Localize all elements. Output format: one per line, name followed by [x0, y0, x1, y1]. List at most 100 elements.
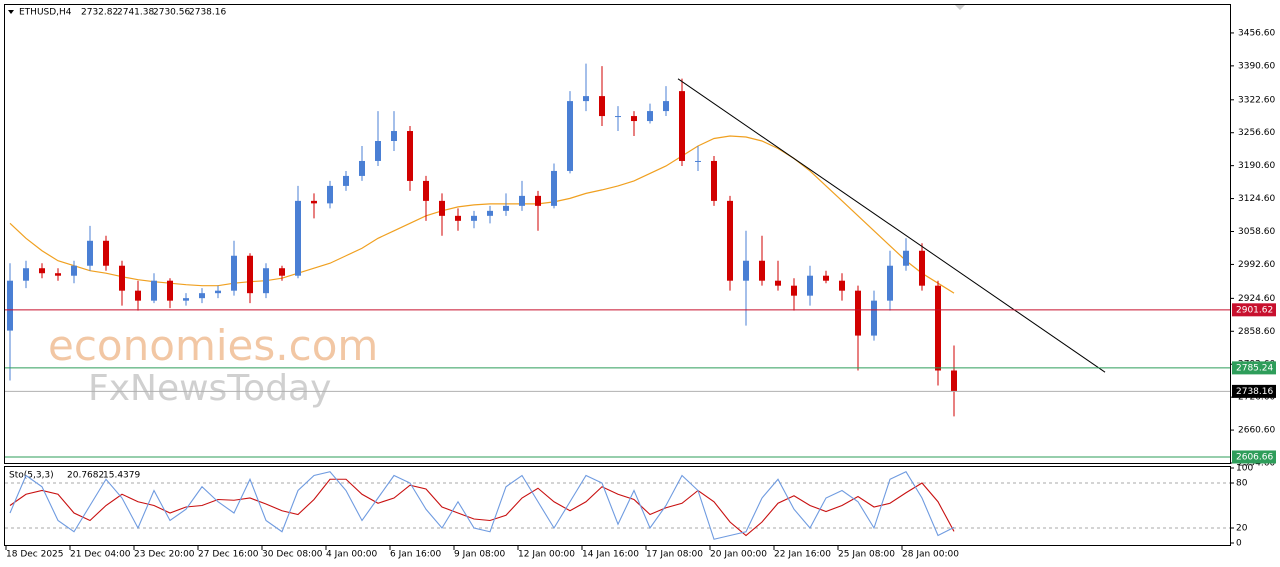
candle-body: [887, 265, 893, 301]
candle-body: [951, 370, 957, 392]
candle-body: [583, 96, 589, 102]
x-tick-label: 9 Jan 08:00: [454, 550, 506, 560]
x-tick-label: 20 Jan 00:00: [710, 550, 767, 560]
candle-body: [343, 175, 349, 186]
x-tick-label: 14 Jan 16:00: [582, 550, 639, 560]
candle-body: [295, 200, 301, 276]
candle-body: [727, 200, 733, 281]
symbol: ETHUSD,H4: [19, 8, 72, 18]
level-label: 2738.16: [1236, 387, 1273, 397]
candle-body: [375, 141, 381, 161]
candle-body: [599, 96, 605, 117]
candle-body: [231, 255, 237, 291]
quote-high: 2741.38: [117, 8, 154, 18]
quote-close: 2738.16: [189, 8, 226, 18]
quote-low: 2730.56: [153, 8, 190, 18]
candle-body: [55, 273, 61, 276]
candle-body: [935, 285, 941, 371]
candle-body: [615, 116, 621, 118]
y-tick-label: 3456.60: [1238, 28, 1275, 38]
candle-body: [743, 260, 749, 281]
candle-body: [39, 268, 45, 274]
candle-body: [167, 280, 173, 301]
level-label-bg: [1232, 361, 1276, 375]
level-label: 2785.24: [1236, 363, 1273, 373]
stochastic-d-value: 15.4379: [103, 471, 140, 481]
y-tick-label: 2924.60: [1238, 294, 1275, 304]
level-label-bg: [1232, 384, 1276, 398]
x-tick-label: 12 Jan 00:00: [518, 550, 575, 560]
stochastic-tick-label: 0: [1236, 539, 1242, 549]
x-tick-label: 30 Dec 08:00: [262, 550, 323, 560]
candle-body: [551, 170, 557, 206]
stochastic-tick-label: 20: [1236, 524, 1248, 534]
candle-body: [71, 265, 77, 276]
candle-body: [775, 280, 781, 286]
candle-body: [871, 300, 877, 336]
stochastic-tick-label: 80: [1236, 479, 1248, 489]
candle-body: [263, 268, 269, 294]
sub-panel: [4, 466, 1231, 546]
candle-body: [183, 298, 189, 301]
candle-body: [103, 240, 109, 266]
x-tick-label: 23 Dec 20:00: [134, 550, 195, 560]
stochastic-k-value: 20.7682: [67, 471, 104, 481]
x-tick-label: 4 Jan 00:00: [326, 550, 378, 560]
candle-body: [663, 101, 669, 112]
candle-body: [151, 280, 157, 301]
x-tick-label: 6 Jan 16:00: [390, 550, 442, 560]
candle-body: [695, 160, 701, 162]
candle-body: [679, 91, 685, 161]
candle-body: [455, 215, 461, 221]
candle-body: [807, 275, 813, 296]
y-tick-label: 2992.60: [1238, 260, 1275, 270]
level-label: 2901.62: [1236, 305, 1273, 315]
y-tick-label: 3190.60: [1238, 161, 1275, 171]
trend-line: [677, 78, 1106, 373]
candle-body: [247, 255, 253, 294]
watermark-brand: economies.com: [48, 321, 378, 370]
header-toggle[interactable]: [8, 10, 14, 14]
y-tick-label: 3124.60: [1238, 194, 1275, 204]
candle-body: [791, 285, 797, 296]
x-tick-label: 18 Dec 2025: [6, 550, 64, 560]
candle-body: [503, 205, 509, 211]
candle-body: [519, 195, 525, 206]
candle-body: [919, 250, 925, 286]
y-tick-label: 3390.60: [1238, 61, 1275, 71]
x-tick-label: 17 Jan 08:00: [646, 550, 703, 560]
candle-body: [855, 290, 861, 336]
scroll-marker: [955, 5, 965, 10]
level-label-bg: [1232, 450, 1276, 464]
x-tick-label: 28 Jan 00:00: [902, 550, 959, 560]
x-tick-label: 27 Dec 16:00: [198, 550, 259, 560]
candle-body: [487, 210, 493, 216]
candle-body: [119, 265, 125, 291]
x-tick-label: 25 Jan 08:00: [838, 550, 895, 560]
candle-body: [215, 290, 221, 294]
candle-body: [903, 250, 909, 266]
candle-body: [87, 240, 93, 266]
candle-body: [391, 131, 397, 142]
x-tick-label: 22 Jan 16:00: [774, 550, 831, 560]
x-tick-label: 21 Dec 04:00: [70, 550, 131, 560]
candle-body: [423, 180, 429, 201]
candle-body: [535, 195, 541, 206]
candle-body: [327, 185, 333, 204]
candle-body: [407, 131, 413, 181]
y-tick-label: 3256.60: [1238, 128, 1275, 138]
candle-body: [823, 275, 829, 281]
main-panel: [4, 4, 1231, 464]
candle-body: [23, 268, 29, 281]
candle-body: [279, 268, 285, 276]
candle-body: [839, 280, 845, 291]
watermark-sub: FxNewsToday: [88, 368, 331, 409]
candle-body: [135, 290, 141, 301]
candle-body: [631, 116, 637, 122]
stochastic-tick-label: 100: [1236, 464, 1253, 474]
level-label: 2606.66: [1236, 452, 1273, 462]
plot-area: [7, 63, 1106, 417]
stochastic-d: [9, 478, 955, 537]
